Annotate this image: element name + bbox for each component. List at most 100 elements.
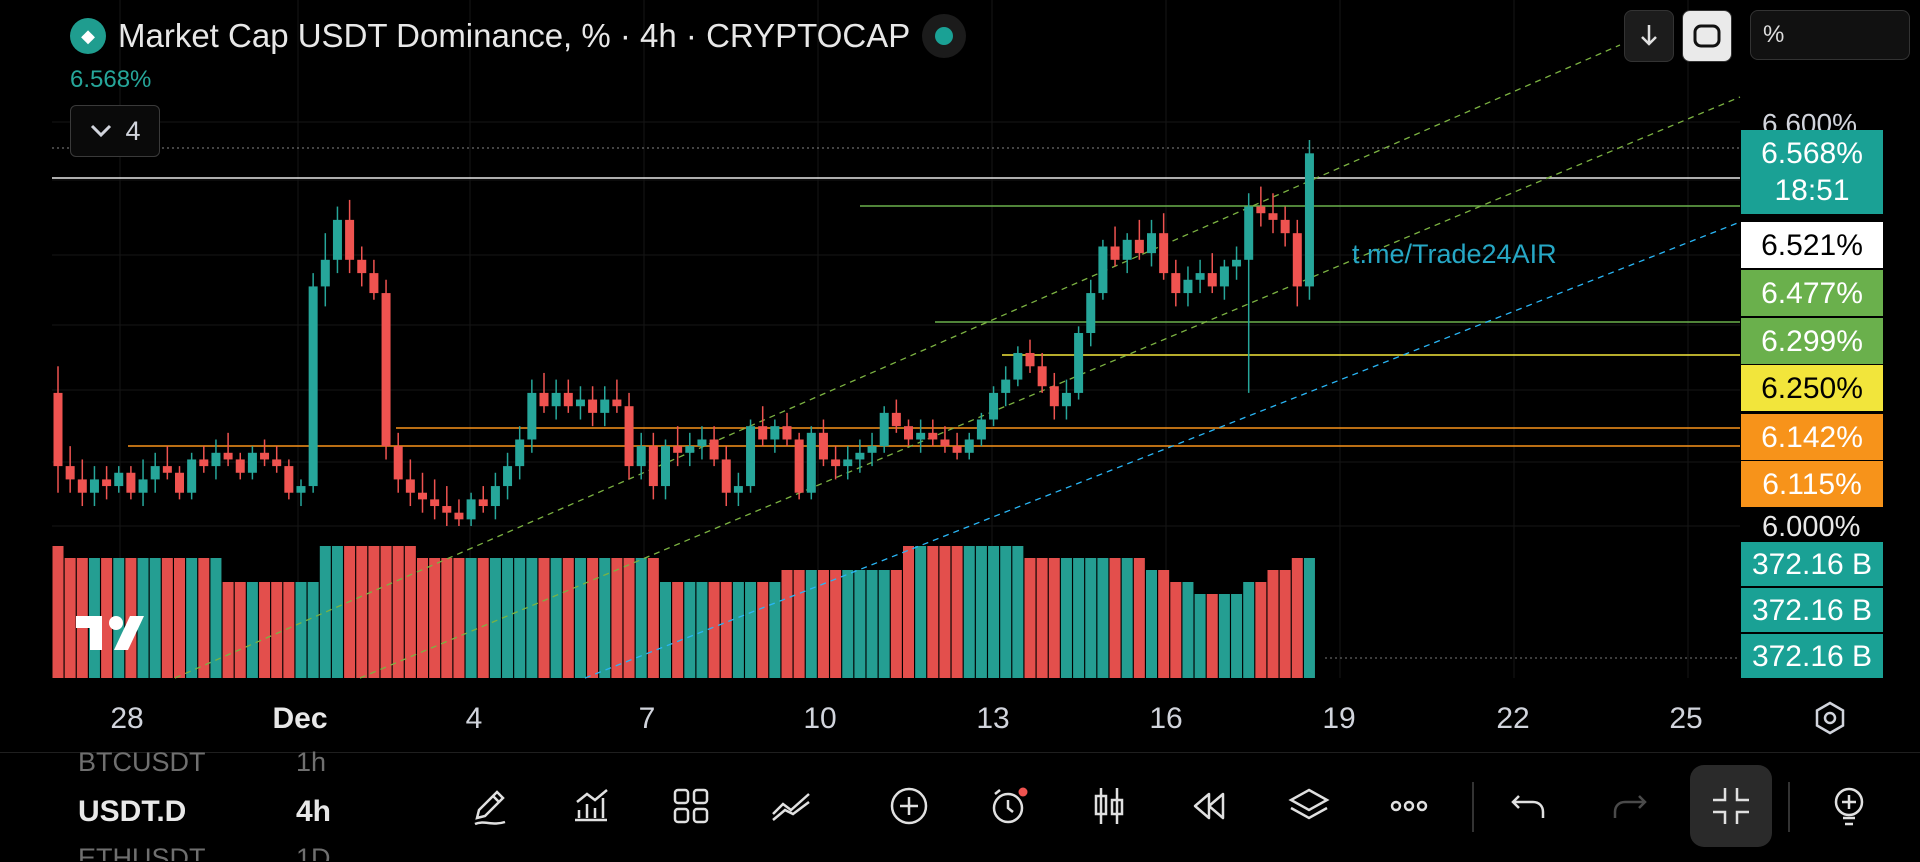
- arrow-down-icon: [1641, 25, 1657, 46]
- time-axis-label: 13: [976, 702, 1009, 735]
- grid-icon[interactable]: [662, 777, 720, 835]
- candle-body: [636, 446, 646, 467]
- candle-body: [369, 273, 379, 294]
- time-axis-label: Dec: [272, 702, 327, 735]
- price-chart[interactable]: t.me/Trade24AIR6.600%6.000%6.568%18:516.…: [0, 0, 1920, 752]
- volume-bar: [939, 546, 951, 678]
- chart-header: ◆ Market Cap USDT Dominance, % · 4h · CR…: [70, 14, 967, 58]
- candle-body: [673, 446, 683, 453]
- candle-body: [393, 446, 403, 480]
- trend-line-icon[interactable]: [762, 777, 820, 835]
- candle-body: [831, 459, 841, 467]
- watchlist-timeframe[interactable]: 4h: [296, 795, 332, 828]
- volume-bar: [1133, 558, 1145, 678]
- channel-line-lower: [584, 221, 1741, 679]
- chevron-down-icon: [91, 124, 112, 138]
- download-button[interactable]: [1624, 10, 1674, 62]
- volume-bar: [283, 582, 295, 678]
- chart-add-icon[interactable]: [562, 777, 620, 835]
- volume-bar: [550, 558, 562, 678]
- candle-body: [1074, 333, 1084, 393]
- candle-body: [928, 432, 938, 440]
- time-axis-label: 28: [110, 702, 143, 735]
- collapse-icon[interactable]: [1690, 765, 1772, 847]
- volume-bar: [574, 558, 586, 678]
- watchlist-symbol[interactable]: USDT.D: [78, 795, 187, 828]
- volume-bar: [246, 582, 258, 678]
- candle-body: [442, 506, 452, 513]
- volume-bar: [672, 582, 684, 678]
- volume-bar: [295, 582, 307, 678]
- redo-icon[interactable]: [1600, 777, 1658, 835]
- candle-body: [551, 392, 561, 407]
- toolbar-divider: [1788, 782, 1790, 832]
- volume-bar: [1097, 558, 1109, 678]
- candle-body: [648, 446, 658, 487]
- price-tag-bg: [1741, 222, 1883, 268]
- alarm-icon[interactable]: [980, 777, 1038, 835]
- volume-bar: [732, 582, 744, 678]
- candle-body: [102, 479, 112, 487]
- volume-bar: [830, 570, 842, 678]
- candle-body: [1025, 352, 1035, 367]
- time-axis-label: 7: [639, 702, 656, 735]
- volume-bar: [1109, 558, 1121, 678]
- candles-icon[interactable]: [1080, 777, 1138, 835]
- layers-icon[interactable]: [1280, 777, 1338, 835]
- watchlist-prev-symbol[interactable]: BTCUSDT: [78, 747, 206, 777]
- volume-bar: [611, 558, 623, 678]
- candle-body: [806, 432, 816, 493]
- candle-body: [746, 426, 756, 487]
- pencil-icon[interactable]: [462, 777, 520, 835]
- channel-line-upper: [174, 44, 1621, 679]
- candle-body: [989, 392, 999, 420]
- watchlist-next-symbol[interactable]: ETHUSDT: [78, 843, 206, 861]
- chart-settings-icon[interactable]: [1812, 700, 1848, 736]
- add-indicator-icon[interactable]: [1820, 777, 1878, 835]
- candle-body: [1147, 233, 1156, 254]
- candle-body: [296, 486, 306, 493]
- volume-tag-bg: [1741, 588, 1883, 632]
- volume-bar: [1024, 558, 1036, 678]
- volume-bar: [805, 570, 817, 678]
- market-status-icon[interactable]: [922, 14, 967, 58]
- candle-body: [818, 432, 828, 460]
- price-tag-label: 6.115%: [1762, 468, 1862, 501]
- volume-bar: [745, 582, 757, 678]
- indicators-toggle-button[interactable]: 4: [70, 105, 160, 157]
- price-tag-label: 6.299%: [1761, 325, 1863, 358]
- chart-title[interactable]: Market Cap USDT Dominance, % · 4h · CRYP…: [118, 17, 911, 54]
- undo-icon[interactable]: [1500, 777, 1558, 835]
- volume-bar: [988, 546, 1000, 678]
- volume-bar: [489, 558, 501, 678]
- candle-body: [916, 432, 926, 440]
- candle-body: [721, 459, 731, 493]
- candle-body: [879, 412, 889, 447]
- volume-bar: [526, 558, 538, 678]
- volume-bar: [915, 546, 927, 678]
- volume-tag-label: 372.16 B: [1752, 640, 1872, 673]
- candle-body: [430, 499, 440, 507]
- candle-body: [1098, 246, 1108, 294]
- candle-body: [575, 399, 585, 407]
- candle-body: [247, 452, 257, 473]
- plus-circle-icon[interactable]: [880, 777, 938, 835]
- volume-bar: [878, 570, 890, 678]
- volume-bar: [781, 570, 793, 678]
- scale-mode-select[interactable]: %: [1750, 10, 1910, 60]
- fullscreen-button[interactable]: [1682, 10, 1732, 62]
- time-axis-label: 4: [466, 702, 483, 735]
- volume-bar: [623, 558, 635, 678]
- replay-icon[interactable]: [1180, 777, 1238, 835]
- volume-bar: [1012, 546, 1024, 678]
- tv-logo-shape: [76, 616, 102, 650]
- volume-bar: [587, 558, 599, 678]
- candle-body: [770, 426, 780, 440]
- more-icon[interactable]: [1380, 777, 1438, 835]
- tether-logo-icon: ◆: [70, 18, 106, 54]
- time-axis: 28 Dec 4 7 10 13 16 19 22 25: [110, 702, 1702, 735]
- volume-bar: [149, 558, 161, 678]
- candle-body: [843, 459, 853, 467]
- volume-bar: [1073, 558, 1085, 678]
- volume-bar: [344, 546, 356, 678]
